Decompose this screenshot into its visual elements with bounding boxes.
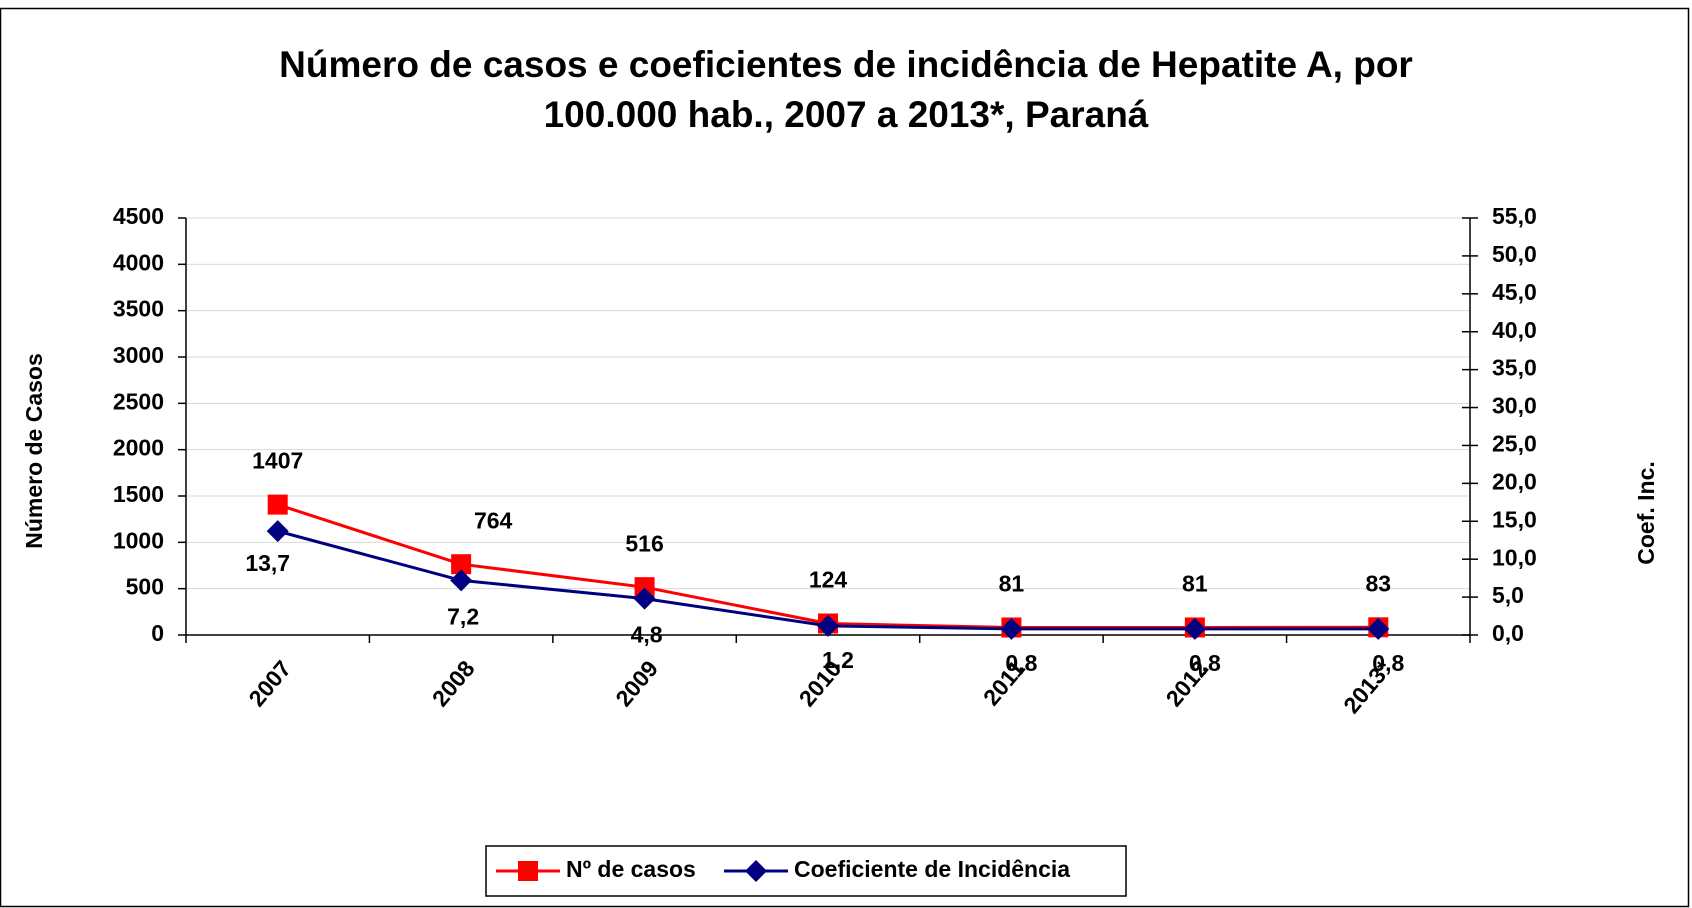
point-marker <box>1367 617 1390 640</box>
chart-title: Número de casos e coeficientes de incidê… <box>279 44 1413 85</box>
data-label: 1407 <box>252 448 303 474</box>
y2-tick-label: 55,0 <box>1492 203 1537 229</box>
data-label: 0,8 <box>1372 650 1404 676</box>
y-tick-label: 0 <box>151 620 164 646</box>
y2-axis-label: Coef. Inc. <box>1633 461 1659 565</box>
y-axis-label: Número de Casos <box>21 353 47 549</box>
point-marker <box>450 569 473 592</box>
y2-tick-label: 50,0 <box>1492 241 1537 267</box>
x-tick-label: 2007 <box>243 655 296 711</box>
legend-marker <box>745 860 767 882</box>
chart-border <box>0 7 1690 908</box>
y-tick-label: 2500 <box>113 388 164 414</box>
y2-tick-label: 0,0 <box>1492 620 1524 646</box>
point-marker <box>634 577 655 598</box>
legend-label: Coeficiente de Incidência <box>794 856 1070 882</box>
chart-subtitle: 100.000 hab., 2007 a 2013*, Paraná <box>544 94 1149 135</box>
point-marker <box>1000 617 1023 640</box>
data-label: 1,2 <box>822 647 854 673</box>
y2-tick-label: 40,0 <box>1492 317 1537 343</box>
y-tick-label: 3000 <box>113 342 164 368</box>
y-tick-label: 2000 <box>113 435 164 461</box>
y2-tick-label: 30,0 <box>1492 393 1537 419</box>
point-marker <box>817 614 839 637</box>
point-marker <box>451 554 472 575</box>
data-label: 81 <box>999 571 1025 597</box>
legend-box <box>485 845 1127 897</box>
data-label: 764 <box>474 507 513 533</box>
y2-tick-label: 20,0 <box>1492 468 1537 494</box>
point-marker <box>1183 617 1206 640</box>
y-tick-label: 1000 <box>113 527 164 553</box>
y2-tick-label: 10,0 <box>1492 544 1537 570</box>
data-label: 516 <box>625 530 663 556</box>
data-label: 83 <box>1365 570 1391 596</box>
y2-tick-label: 15,0 <box>1492 506 1537 532</box>
data-label: 124 <box>809 567 848 593</box>
y-tick-label: 4500 <box>113 203 164 229</box>
point-marker <box>266 520 289 543</box>
y-tick-label: 1500 <box>113 481 164 507</box>
data-label: 4,8 <box>631 622 663 648</box>
y-tick-label: 4000 <box>113 249 164 275</box>
legend-label: Nº de casos <box>566 856 696 882</box>
data-label: 7,2 <box>447 603 479 629</box>
y-tick-label: 500 <box>126 574 164 600</box>
y2-tick-label: 45,0 <box>1492 279 1537 305</box>
y2-tick-label: 25,0 <box>1492 431 1537 457</box>
data-label: 81 <box>1182 571 1208 597</box>
x-tick-label: 2009 <box>610 655 663 711</box>
point-marker <box>267 494 288 515</box>
x-tick-label: 2008 <box>427 655 480 711</box>
point-marker <box>633 587 656 610</box>
y-tick-label: 3500 <box>113 296 164 322</box>
data-label: 0,8 <box>1005 650 1037 676</box>
legend-marker <box>518 861 538 881</box>
y2-tick-label: 35,0 <box>1492 355 1537 381</box>
y2-tick-label: 5,0 <box>1492 582 1524 608</box>
data-label: 0,8 <box>1189 650 1221 676</box>
data-label: 13,7 <box>245 550 290 576</box>
